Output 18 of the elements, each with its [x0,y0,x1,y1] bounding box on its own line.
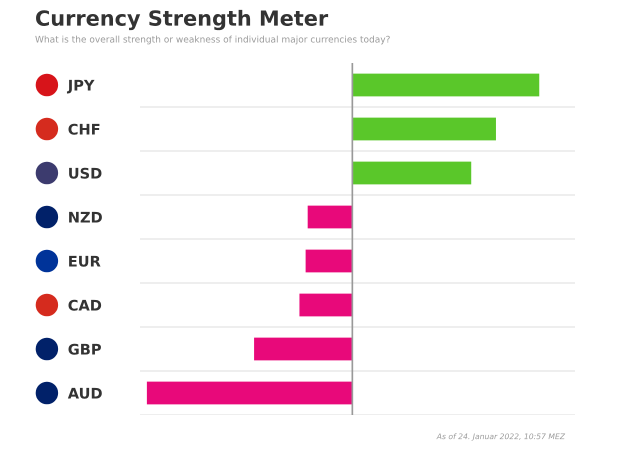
bar [304,248,354,274]
bar [352,160,473,186]
chart-subtitle: What is the overall strength or weakness of individual major currencies today? [35,36,390,44]
y-tick-label: GBP [68,344,101,355]
y-tick-label: NZD [69,212,102,223]
y-tick-label: USD [69,168,102,179]
bar [306,204,354,230]
y-tick-label: CHF [68,124,100,135]
bar [352,72,541,98]
bar [145,380,354,406]
bar [298,292,354,318]
bar [352,116,498,142]
y-tick-label: EUR [69,256,101,267]
y-tick-label: CAD [68,300,102,311]
chart-title: Currency Strength Meter [36,10,328,30]
y-tick-label: JPY [66,80,95,94]
y-tick-label: AUD [68,388,102,399]
bar [252,336,354,362]
